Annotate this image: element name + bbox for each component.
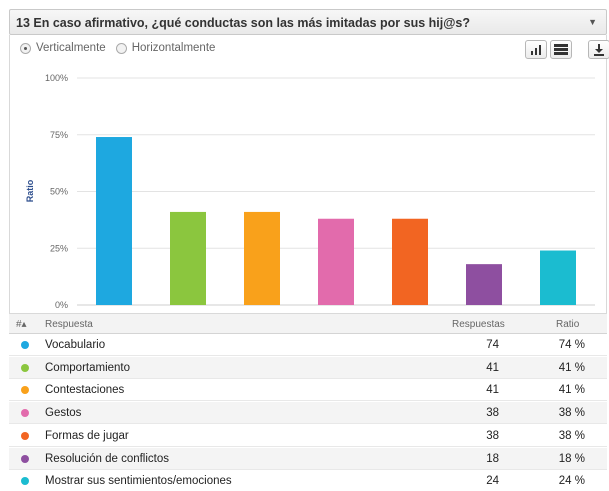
response-ratio: 24 % [558,475,585,488]
response-count: 38 [486,407,499,420]
question-header[interactable]: 13 En caso afirmativo, ¿qué conductas so… [9,9,607,35]
legend-dot [21,386,29,395]
answer-label: Gestos [45,407,82,420]
table-row[interactable]: Resolución de conflictos 18 18 % [9,447,607,470]
response-ratio: 18 % [558,452,585,465]
legend-dot [21,477,29,486]
legend-dot [21,363,29,372]
response-count: 38 [486,429,499,442]
caret-down-icon[interactable]: ▼ [588,17,597,27]
horizontal-radio[interactable] [115,42,127,54]
bar-chart: 0% 25% 50% 75% 100% Ratio [25,73,595,310]
answer-label: Formas de jugar [45,429,129,442]
response-count: 18 [486,452,499,465]
table-icon [554,44,568,55]
response-count: 24 [486,475,499,488]
response-count: 74 [486,339,499,351]
orientation-options: Verticalmente Horizontalmente [20,42,225,54]
bar[interactable] [466,264,502,305]
bar[interactable] [540,250,576,305]
download-button[interactable] [588,40,609,59]
table-row[interactable]: Mostrar sus sentimientos/emociones 24 24 % [9,470,607,491]
response-count: 41 [486,361,499,374]
answer-label: Vocabulario [45,339,106,351]
download-icon [594,43,604,56]
answer-label: Mostrar sus sentimientos/emociones [45,475,232,488]
answer-column-header[interactable]: Respuesta [45,319,93,330]
legend-dot [21,454,29,463]
bar[interactable] [170,211,206,305]
table-row[interactable]: Vocabulario 74 74 % [9,334,607,356]
table-row[interactable]: Gestos 38 38 % [9,402,607,425]
answer-label: Contestaciones [45,384,125,397]
bar[interactable] [244,211,280,305]
vertical-radio[interactable] [20,42,31,54]
bar-chart-icon [531,45,541,55]
vertical-label: Verticalmente [36,42,106,54]
answer-label: Resolución de conflictos [45,452,170,465]
answer-label: Comportamiento [45,361,131,374]
response-ratio: 74 % [558,339,585,351]
bar-chart-button[interactable] [525,40,547,59]
horizontal-option[interactable]: Horizontalmente [115,42,216,54]
y-tick-label: 75% [50,130,68,140]
table-view-button[interactable] [550,40,572,59]
response-count: 41 [486,384,499,397]
ratio-column-header[interactable]: Ratio [556,319,580,330]
response-ratio: 41 % [558,384,585,397]
table-header: #▴ Respuesta Respuestas Ratio [9,314,607,334]
response-ratio: 38 % [558,407,585,420]
response-ratio: 38 % [558,429,585,442]
table-row[interactable]: Contestaciones 41 41 % [9,379,607,402]
response-ratio: 41 % [558,361,585,374]
bar[interactable] [318,218,354,305]
table-row[interactable]: Formas de jugar 38 38 % [9,425,607,447]
bar[interactable] [392,218,428,305]
count-column-header[interactable]: Respuestas [452,319,505,330]
bar[interactable] [96,137,132,305]
vertical-option[interactable]: Verticalmente [20,42,106,54]
table-row[interactable]: Comportamiento 41 41 % [9,356,607,379]
y-tick-label: 25% [50,243,68,253]
y-tick-label: 50% [50,187,68,197]
question-title: 13 En caso afirmativo, ¿qué conductas so… [16,16,470,30]
y-axis-label: Ratio [25,179,35,202]
y-tick-label: 0% [55,300,68,310]
horizontal-label: Horizontalmente [131,42,216,54]
y-tick-label: 100% [45,73,68,83]
legend-dot [21,431,29,440]
legend-dot [21,341,29,349]
index-column-header[interactable]: #▴ [16,319,27,330]
legend-dot [21,409,29,418]
